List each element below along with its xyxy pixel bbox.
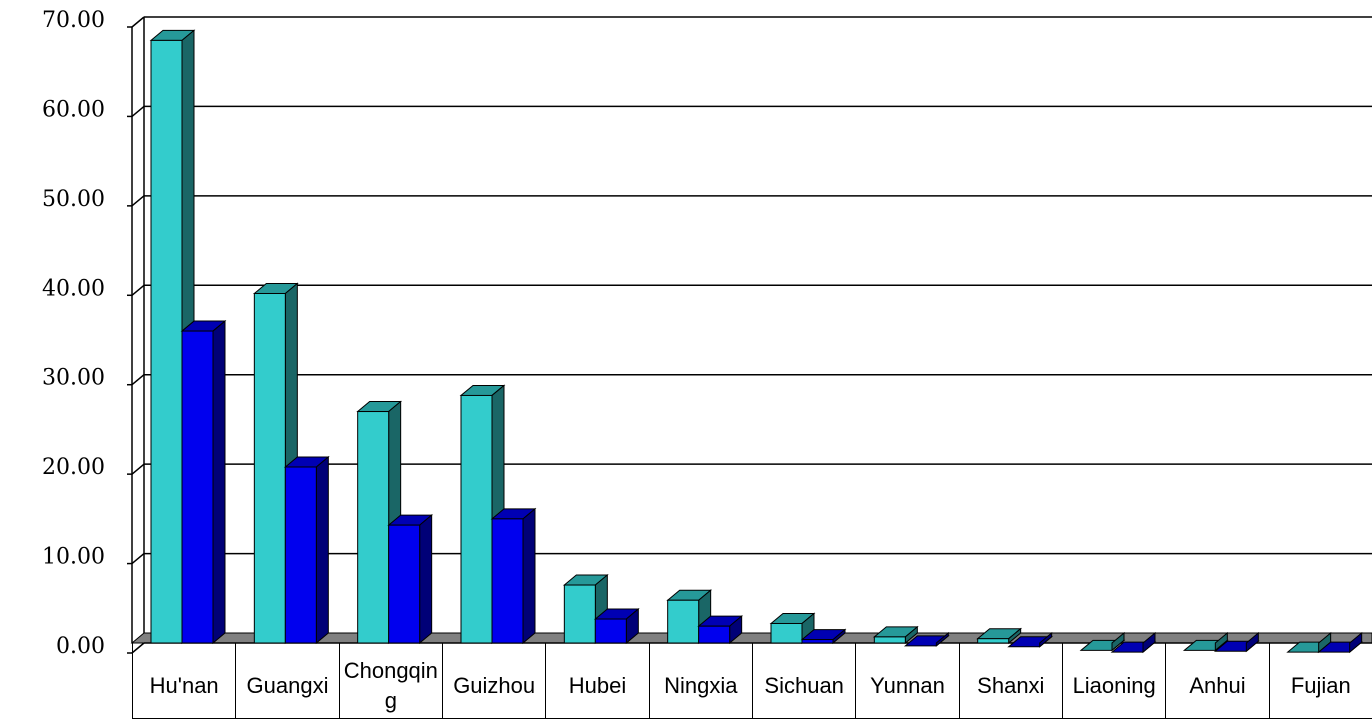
- y-tick-label: 60.00: [42, 97, 105, 122]
- bar-front: [492, 519, 523, 643]
- bar-front: [461, 395, 492, 643]
- bar-side: [523, 509, 535, 643]
- grid-diag: [132, 554, 144, 564]
- chart: 0.00 10.00 20.00 30.00 40.00 50.00 60.00 70.00: [0, 0, 1372, 719]
- x-tick-label: Ningxia: [649, 643, 752, 719]
- y-tick-label: 40.00: [42, 276, 105, 301]
- x-tick-label: Sichuan: [752, 643, 855, 719]
- bar-side: [316, 457, 328, 643]
- grid-diag: [132, 17, 144, 27]
- bar-front: [564, 585, 595, 643]
- page: {"chart_data": {"type": "bar3d", "catego…: [0, 0, 1372, 719]
- x-tick-label: Hu'nan: [132, 643, 235, 719]
- grid-diag: [132, 285, 144, 295]
- bar-front: [595, 619, 626, 643]
- y-tick-label: 0.00: [56, 634, 105, 659]
- bar: [389, 515, 432, 643]
- bar-front: [699, 626, 730, 643]
- bar: [595, 609, 638, 643]
- y-tick-label: 70.00: [42, 8, 105, 33]
- bar-front: [389, 525, 420, 643]
- bar: [182, 321, 225, 643]
- bar-side: [420, 515, 432, 643]
- x-tick-label: Anhui: [1165, 643, 1268, 719]
- bar-front: [358, 412, 389, 643]
- grid-diag: [132, 106, 144, 116]
- x-tick-label: Yunnan: [855, 643, 958, 719]
- bar-front: [668, 600, 699, 643]
- bar: [492, 509, 535, 643]
- y-tick-label: 20.00: [42, 455, 105, 480]
- x-tick-label: Guangxi: [235, 643, 338, 719]
- grid-diag: [132, 464, 144, 474]
- bar-front: [151, 40, 182, 643]
- x-tick-label: Chongqing: [339, 643, 442, 719]
- y-tick-label: 50.00: [42, 187, 105, 212]
- x-tick-label: Fujian: [1269, 643, 1372, 719]
- bar-side: [213, 321, 225, 643]
- grid-diag: [132, 196, 144, 206]
- grid-diag: [132, 375, 144, 385]
- bar-front: [254, 293, 285, 643]
- y-tick-label: 10.00: [42, 545, 105, 570]
- bar-front: [182, 331, 213, 643]
- x-tick-label: Liaoning: [1062, 643, 1165, 719]
- bar-front: [285, 467, 316, 643]
- bar: [285, 457, 328, 643]
- bar-front: [771, 623, 802, 643]
- bar: [699, 616, 742, 643]
- x-tick-label: Shanxi: [959, 643, 1062, 719]
- x-tick-label: Hubei: [545, 643, 648, 719]
- y-tick-label: 30.00: [42, 366, 105, 391]
- x-tick-label: Guizhou: [442, 643, 545, 719]
